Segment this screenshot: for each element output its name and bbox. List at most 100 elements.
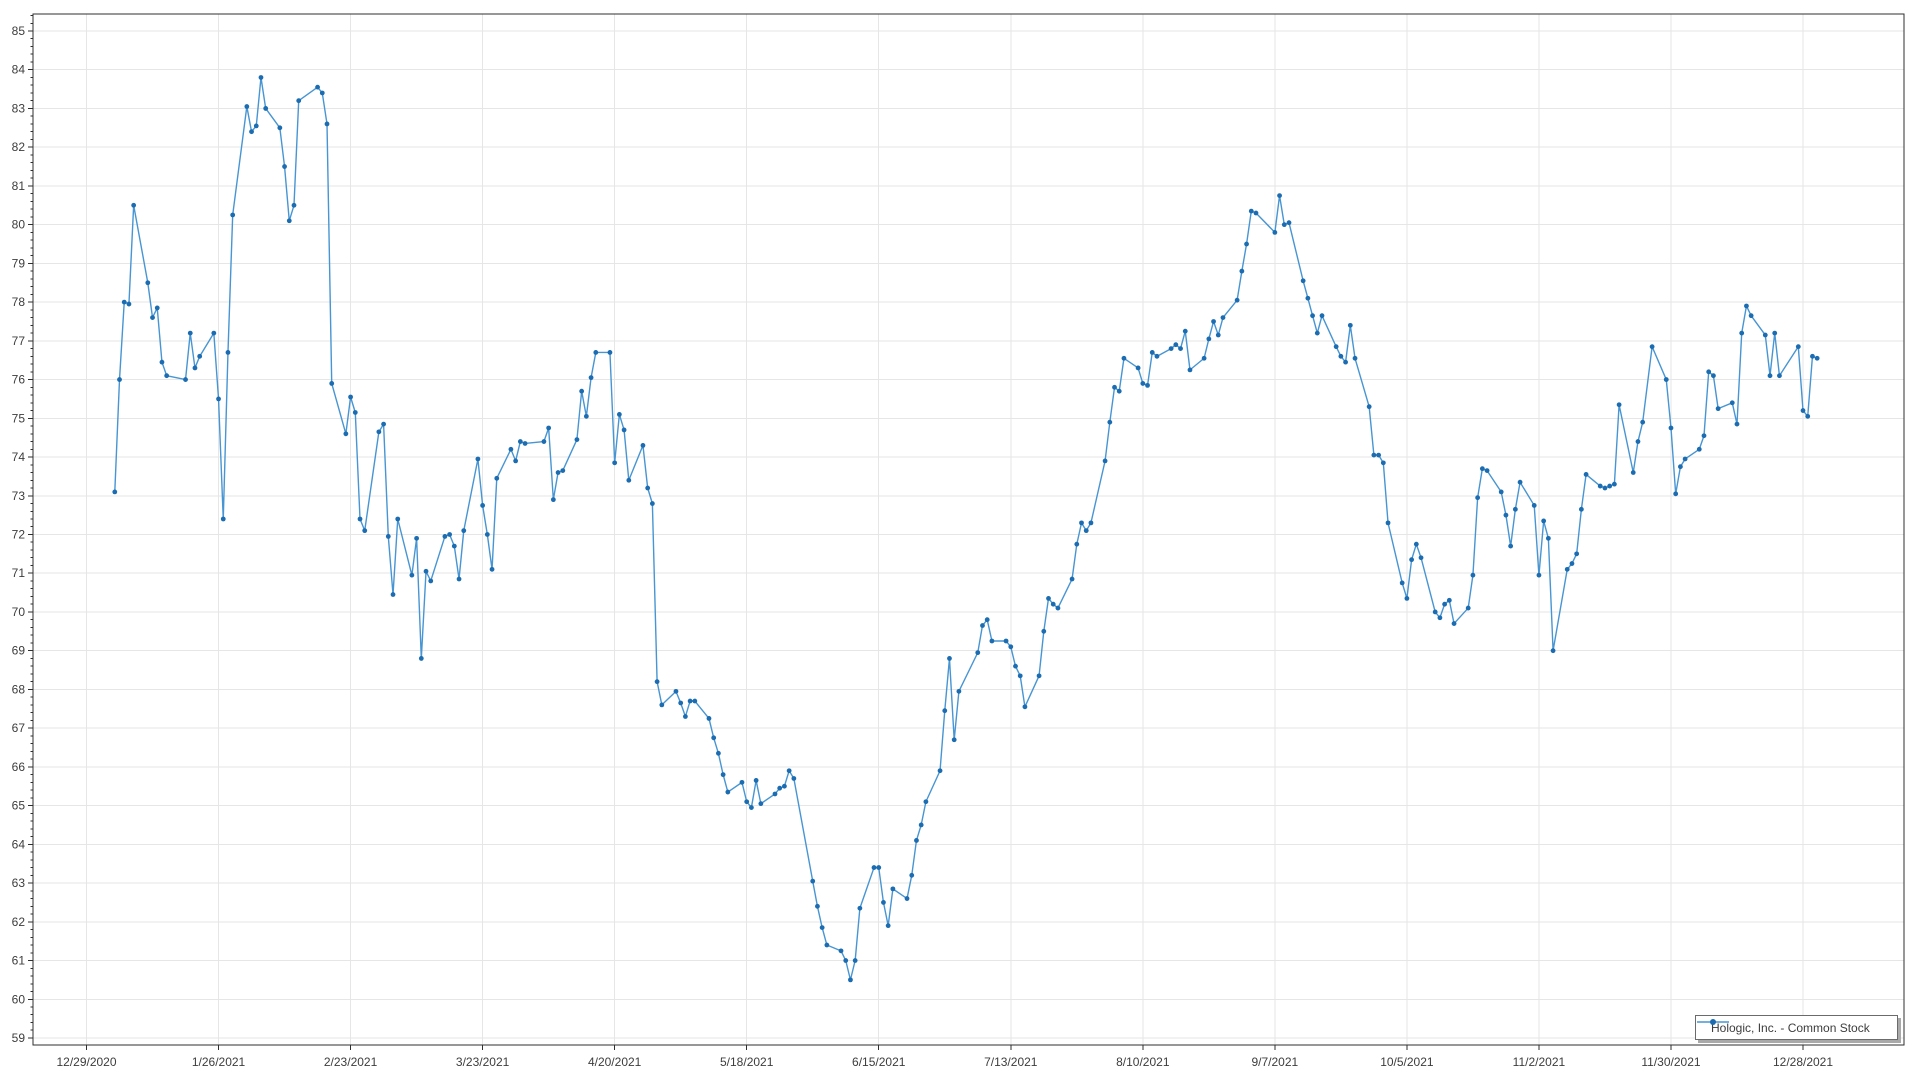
data-point[interactable] <box>980 623 985 628</box>
data-point[interactable] <box>1281 222 1287 228</box>
data-point[interactable] <box>1211 319 1216 324</box>
data-point[interactable] <box>1343 359 1348 365</box>
data-point[interactable] <box>885 923 891 929</box>
data-point[interactable] <box>904 896 910 901</box>
data-point[interactable] <box>1678 464 1683 470</box>
data-point[interactable] <box>1715 406 1721 412</box>
data-point[interactable] <box>1173 342 1179 348</box>
data-point[interactable] <box>461 528 467 534</box>
data-point[interactable] <box>678 700 684 706</box>
data-point[interactable] <box>220 516 226 522</box>
data-point[interactable] <box>682 714 688 719</box>
data-point[interactable] <box>216 396 221 402</box>
data-point[interactable] <box>975 650 981 656</box>
data-point[interactable] <box>1310 313 1315 319</box>
data-point[interactable] <box>947 656 952 661</box>
data-point[interactable] <box>1767 373 1773 379</box>
data-point[interactable] <box>390 592 396 597</box>
data-point[interactable] <box>1479 466 1485 472</box>
data-point[interactable] <box>659 702 665 708</box>
data-point[interactable] <box>739 779 745 785</box>
data-point[interactable] <box>1079 520 1084 526</box>
data-point[interactable] <box>258 75 264 80</box>
data-point[interactable] <box>329 381 335 386</box>
data-point[interactable] <box>423 568 429 574</box>
data-point[interactable] <box>343 431 349 437</box>
data-point[interactable] <box>315 84 320 90</box>
data-point[interactable] <box>1050 601 1056 607</box>
data-point[interactable] <box>1762 332 1768 338</box>
data-point[interactable] <box>1498 489 1504 495</box>
data-point[interactable] <box>574 437 580 442</box>
data-point[interactable] <box>428 578 434 584</box>
data-point[interactable] <box>1314 330 1320 336</box>
data-point[interactable] <box>1376 452 1381 458</box>
data-point[interactable] <box>786 768 792 774</box>
data-point[interactable] <box>1149 350 1155 355</box>
data-point[interactable] <box>1512 506 1518 512</box>
data-point[interactable] <box>395 516 401 522</box>
data-point[interactable] <box>324 121 330 127</box>
data-point[interactable] <box>1008 644 1014 650</box>
data-point[interactable] <box>1371 452 1377 458</box>
data-point[interactable] <box>649 501 655 506</box>
series-markers[interactable] <box>112 75 1820 983</box>
data-point[interactable] <box>612 460 618 466</box>
data-point[interactable] <box>1503 512 1509 518</box>
data-point[interactable] <box>692 698 698 704</box>
data-point[interactable] <box>1385 520 1391 526</box>
data-point[interactable] <box>1418 555 1424 561</box>
data-point[interactable] <box>1734 421 1740 427</box>
data-point[interactable] <box>1729 400 1735 406</box>
data-point[interactable] <box>654 679 660 685</box>
data-point[interactable] <box>319 90 325 96</box>
legend[interactable]: Hologic, Inc. - Common Stock <box>1695 1015 1898 1040</box>
data-point[interactable] <box>484 532 490 537</box>
data-point[interactable] <box>1300 278 1306 284</box>
data-point[interactable] <box>1432 609 1438 615</box>
data-point[interactable] <box>621 427 627 433</box>
data-point[interactable] <box>914 838 919 843</box>
data-point[interactable] <box>253 123 259 129</box>
data-point[interactable] <box>1286 220 1292 226</box>
data-point[interactable] <box>1701 433 1707 439</box>
data-point[interactable] <box>517 439 523 444</box>
data-point[interactable] <box>1083 528 1089 534</box>
data-point[interactable] <box>286 218 292 224</box>
data-point[interactable] <box>956 688 962 694</box>
data-point[interactable] <box>1206 336 1212 342</box>
data-point[interactable] <box>937 768 943 774</box>
data-point[interactable] <box>1154 353 1160 359</box>
data-point[interactable] <box>616 412 622 417</box>
data-point[interactable] <box>1711 373 1716 379</box>
data-point[interactable] <box>1135 365 1141 371</box>
data-point[interactable] <box>348 394 353 400</box>
data-point[interactable] <box>1744 303 1749 309</box>
price-series[interactable] <box>112 75 1820 983</box>
data-point[interactable] <box>192 365 198 371</box>
data-point[interactable] <box>1074 541 1080 547</box>
data-point[interactable] <box>1451 621 1457 626</box>
data-point[interactable] <box>296 98 302 104</box>
data-point[interactable] <box>1248 208 1254 214</box>
data-point[interactable] <box>1630 470 1636 475</box>
data-point[interactable] <box>1399 580 1405 586</box>
data-point[interactable] <box>583 413 589 419</box>
data-point[interactable] <box>1319 313 1325 319</box>
data-point[interactable] <box>1611 481 1617 487</box>
data-point[interactable] <box>126 301 132 307</box>
data-point[interactable] <box>121 299 127 305</box>
data-point[interactable] <box>150 315 155 320</box>
data-point[interactable] <box>1810 353 1815 359</box>
data-point[interactable] <box>513 458 519 464</box>
data-point[interactable] <box>1545 535 1551 541</box>
data-point[interactable] <box>824 942 830 948</box>
data-point[interactable] <box>716 750 721 756</box>
data-point[interactable] <box>890 886 896 892</box>
data-point[interactable] <box>362 528 368 534</box>
data-point[interactable] <box>1663 377 1669 382</box>
data-point[interactable] <box>1112 384 1117 390</box>
data-point[interactable] <box>117 377 122 382</box>
data-point[interactable] <box>1333 344 1339 350</box>
data-point[interactable] <box>1531 503 1537 508</box>
